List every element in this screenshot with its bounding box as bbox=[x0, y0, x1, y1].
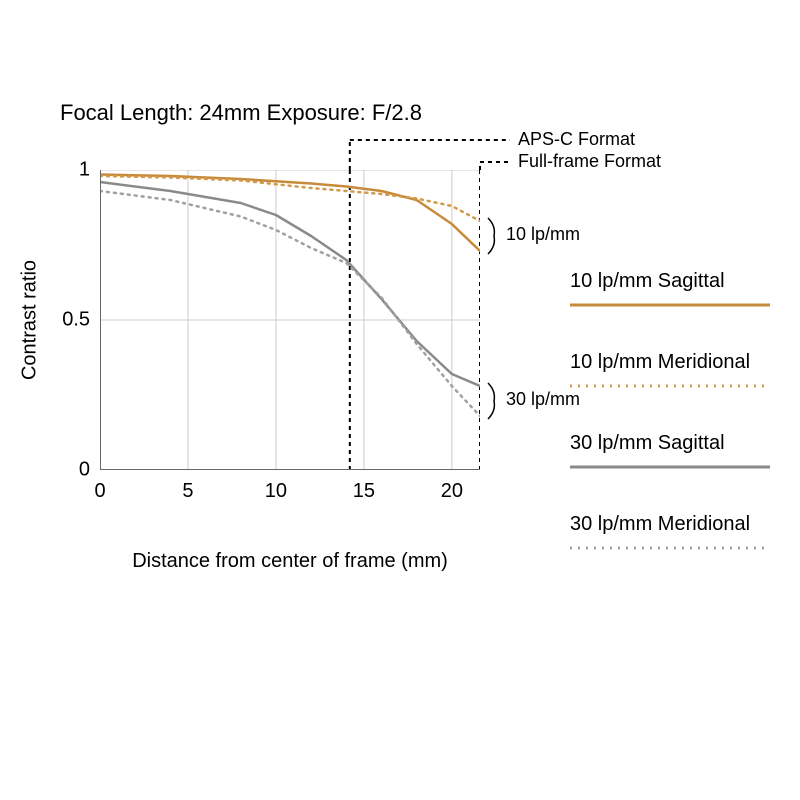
y-axis-label: Contrast ratio bbox=[19, 260, 42, 380]
y-tick-label: 0 bbox=[50, 459, 90, 482]
chart-title: Focal Length: 24mm Exposure: F/2.8 bbox=[60, 100, 422, 126]
y-tick-label: 0.5 bbox=[50, 309, 90, 332]
y-tick-label: 1 bbox=[50, 159, 90, 182]
overlay-svg bbox=[100, 130, 800, 730]
mtf-chart-container: Focal Length: 24mm Exposure: F/2.8 Contr… bbox=[0, 0, 800, 800]
